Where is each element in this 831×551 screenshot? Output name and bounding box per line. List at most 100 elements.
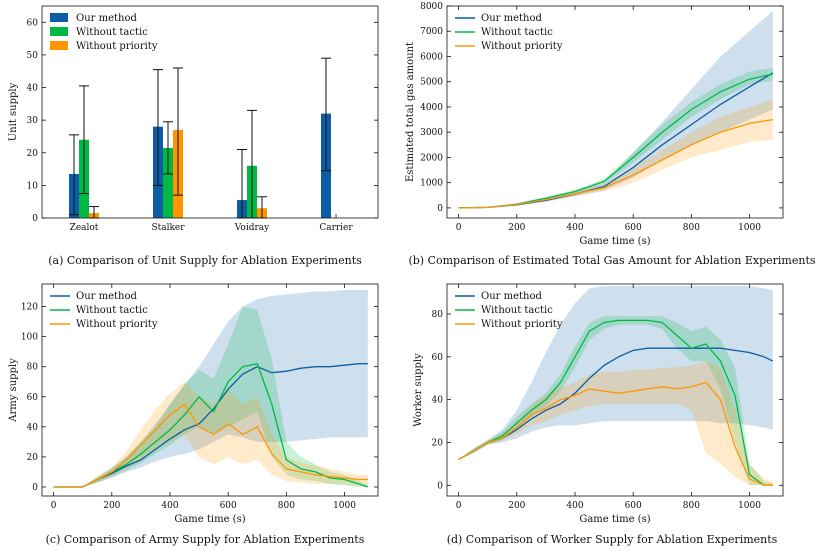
legend-entry: Our method	[481, 13, 542, 24]
x-tick-label: 0	[456, 501, 462, 511]
y-tick-label: 3000	[420, 128, 443, 138]
series-line	[458, 319, 773, 486]
x-tick-label: Zealot	[70, 223, 99, 233]
x-tick-label: 200	[508, 223, 525, 233]
y-tick-label: 20	[432, 438, 444, 448]
y-axis-label: Worker supply	[413, 353, 424, 427]
legend-entry: Without priority	[481, 41, 563, 52]
confidence-band	[458, 316, 773, 486]
plot-frame	[41, 5, 379, 219]
figure-caption: (c) Comparison of Army Supply for Ablati…	[46, 533, 365, 546]
x-tick-label: 400	[566, 223, 583, 233]
confidence-band	[458, 99, 773, 208]
y-tick-label: 8000	[420, 2, 443, 12]
y-tick-label: 20	[27, 149, 39, 159]
chart-panel-c: 0 20 40 60 80 100 120 Army supply 0 200 400 600 800 1…	[8, 283, 379, 546]
y-tick-label: 5000	[420, 78, 443, 88]
y-tick-label: 0	[32, 483, 38, 493]
legend-entry: Without tactic	[76, 305, 148, 316]
confidence-band	[53, 290, 368, 487]
chart-panel-a: Zealot Stalker Voidray Carrier 0 10 20 30 40 50 60…	[8, 5, 379, 267]
y-tick-label: 4000	[420, 103, 443, 113]
y-tick-label: 40	[432, 396, 444, 406]
plot-frame	[446, 283, 784, 497]
plot-frame	[41, 283, 379, 497]
y-tick-label: 30	[27, 116, 39, 126]
bar	[163, 147, 173, 218]
confidence-band	[458, 11, 773, 208]
y-tick-label: 0	[437, 481, 443, 491]
x-tick-label: Stalker	[151, 223, 185, 233]
y-tick-label: 10	[27, 181, 39, 191]
y-tick-label: 2000	[420, 153, 443, 163]
legend-entry: Without tactic	[481, 305, 553, 316]
confidence-band	[53, 306, 368, 487]
x-tick-label: 0	[456, 223, 462, 233]
legend-entry: Without priority	[76, 41, 158, 52]
y-tick-label: 120	[21, 303, 38, 313]
series-line	[53, 363, 368, 488]
legend-entry: Our method	[76, 291, 137, 302]
y-tick-label: 80	[27, 363, 39, 373]
y-tick-label: 1000	[420, 179, 443, 189]
x-axis-label: Game time (s)	[579, 236, 650, 247]
x-tick-label: Carrier	[319, 223, 353, 233]
y-tick-label: 60	[432, 353, 444, 363]
x-tick-label: 600	[220, 501, 237, 511]
x-tick-label: 0	[51, 501, 57, 511]
figure-caption: (d) Comparison of Worker Supply for Abla…	[447, 533, 778, 546]
y-tick-label: 80	[432, 310, 444, 320]
y-tick-label: 40	[27, 84, 39, 94]
y-tick-label: 60	[27, 393, 39, 403]
x-tick-label: 400	[566, 501, 583, 511]
legend-swatch	[50, 41, 68, 50]
x-tick-label: 800	[683, 223, 700, 233]
x-tick-label: 1000	[333, 501, 356, 511]
series-line	[458, 347, 774, 461]
chart-panel-d: 0 20 40 60 80 Worker supply 0 200 400 600 800 1000 G…	[413, 283, 784, 546]
series-line	[53, 403, 368, 488]
legend-entry: Our method	[481, 291, 542, 302]
series-line	[458, 118, 773, 209]
y-axis-label: Army supply	[8, 358, 19, 423]
legend-entry: Without tactic	[76, 27, 148, 38]
y-axis-label: Estimated total gas amount	[405, 42, 416, 182]
x-tick-label: 600	[625, 501, 642, 511]
legend-entry: Without priority	[76, 319, 158, 330]
y-tick-label: 0	[32, 214, 38, 224]
legend-entry: Our method	[76, 13, 137, 24]
x-tick-label: 1000	[738, 223, 761, 233]
y-tick-label: 50	[27, 51, 39, 61]
figure-caption: (b) Comparison of Estimated Total Gas Am…	[408, 254, 815, 267]
figure-caption: (a) Comparison of Unit Supply for Ablati…	[48, 254, 362, 267]
x-axis-label: Game time (s)	[579, 514, 650, 525]
y-tick-label: 40	[27, 423, 39, 433]
x-tick-label: 400	[161, 501, 178, 511]
confidence-band	[458, 67, 773, 208]
x-tick-label: 200	[103, 501, 120, 511]
chart-panel-b: 010002000300040005000600070008000Estimat…	[405, 2, 816, 267]
series-line	[53, 362, 369, 488]
y-tick-label: 20	[27, 453, 39, 463]
x-tick-label: 800	[683, 501, 700, 511]
y-tick-label: 60	[27, 18, 39, 28]
x-tick-label: 200	[508, 501, 525, 511]
y-tick-label: 7000	[420, 27, 443, 37]
legend-entry: Without priority	[481, 319, 563, 330]
y-axis-label: Unit supply	[8, 82, 19, 141]
x-tick-label: Voidray	[234, 223, 270, 233]
x-tick-label: 1000	[738, 501, 761, 511]
x-tick-label: 800	[278, 501, 295, 511]
legend-entry: Without tactic	[481, 27, 553, 38]
y-tick-label: 100	[21, 333, 38, 343]
legend-swatch	[50, 27, 68, 36]
series-line	[458, 381, 773, 486]
plot-frame	[446, 5, 784, 219]
confidence-band	[458, 361, 773, 486]
y-tick-label: 0	[437, 204, 443, 214]
y-tick-label: 6000	[420, 52, 443, 62]
x-tick-label: 600	[625, 223, 642, 233]
x-axis-label: Game time (s)	[174, 514, 245, 525]
legend-swatch	[50, 13, 68, 22]
